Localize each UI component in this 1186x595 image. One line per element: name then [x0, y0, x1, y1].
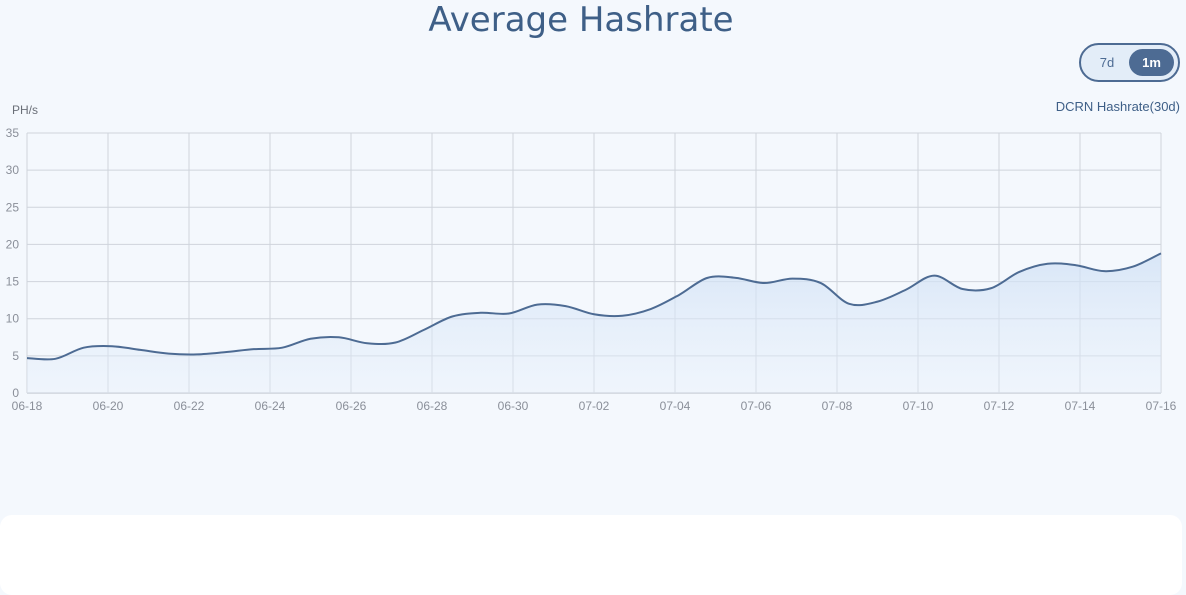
- hashrate-area: [27, 253, 1161, 393]
- hashrate-line: [26, 252, 1162, 361]
- y-tick-label: 10: [6, 312, 20, 326]
- x-axis: 06-18 06-20 06-22 06-24 06-26 06-28 06-30 07-02…: [12, 399, 1177, 413]
- x-tick-label: 06-30: [498, 399, 529, 413]
- x-tick-label: 07-12: [984, 399, 1015, 413]
- legend-label: DCRN Hashrate(30d): [1056, 99, 1180, 114]
- content-card: [0, 515, 1182, 595]
- x-tick-label: 06-18: [12, 399, 43, 413]
- range-toggle: 7d 1m: [1079, 43, 1180, 82]
- y-tick-label: 5: [12, 349, 19, 363]
- x-tick-label: 06-28: [417, 399, 448, 413]
- hashrate-chart: PH/s DCRN Hashrate(30d) 0 5 10 15 20 25 30 35 0…: [6, 99, 1180, 413]
- y-tick-label: 15: [6, 275, 20, 289]
- y-axis-unit: PH/s: [12, 103, 38, 117]
- y-tick-label: 30: [6, 163, 20, 177]
- x-tick-label: 06-24: [255, 399, 286, 413]
- range-option-1m[interactable]: 1m: [1129, 49, 1174, 76]
- x-tick-label: 07-14: [1065, 399, 1096, 413]
- y-tick-label: 35: [6, 126, 20, 140]
- x-tick-label: 07-06: [741, 399, 772, 413]
- x-tick-label: 06-22: [174, 399, 205, 413]
- y-axis: 0 5 10 15 20 25 30 35: [6, 126, 20, 400]
- y-tick-label: 20: [6, 237, 20, 251]
- x-tick-label: 07-16: [1146, 399, 1177, 413]
- x-tick-label: 06-26: [336, 399, 367, 413]
- x-tick-label: 07-10: [903, 399, 934, 413]
- x-tick-label: 07-08: [822, 399, 853, 413]
- page-title: Average Hashrate: [428, 0, 734, 40]
- y-tick-label: 25: [6, 200, 20, 214]
- range-option-7d[interactable]: 7d: [1099, 55, 1115, 70]
- x-tick-label: 07-02: [579, 399, 610, 413]
- y-tick-label: 0: [12, 386, 19, 400]
- x-tick-label: 07-04: [660, 399, 691, 413]
- x-tick-label: 06-20: [93, 399, 124, 413]
